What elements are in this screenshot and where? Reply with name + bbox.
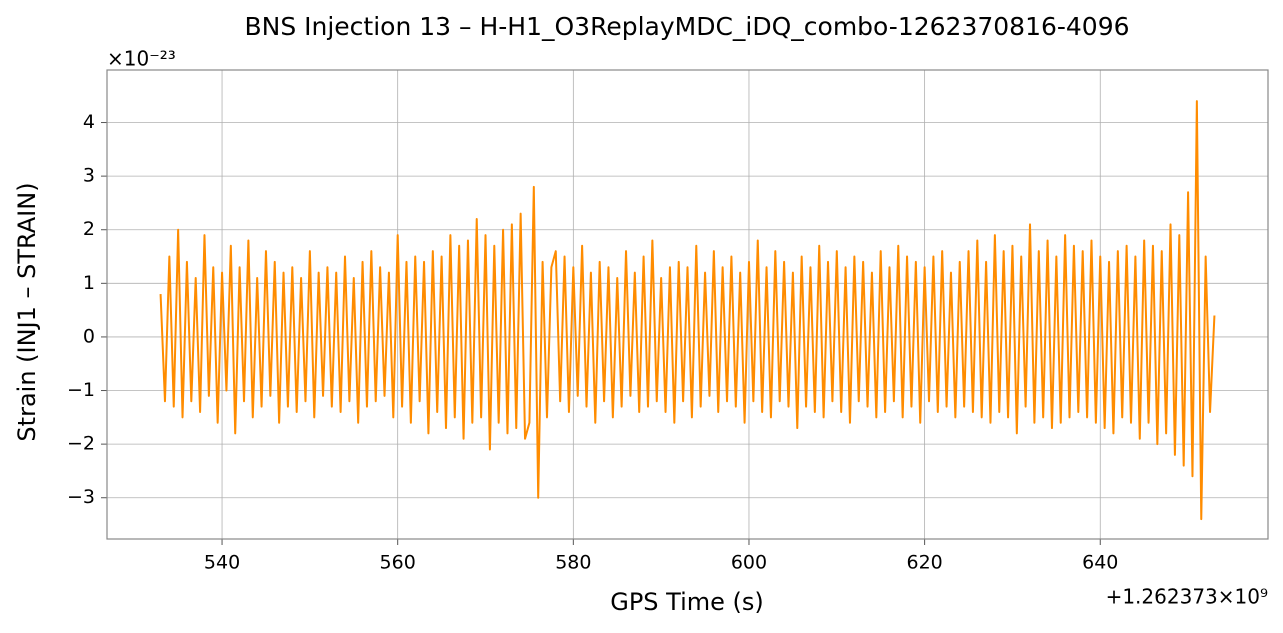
x-tick-label: 620 (906, 552, 942, 574)
x-axis-label: GPS Time (s) (610, 588, 764, 616)
chart-title: BNS Injection 13 – H-H1_O3ReplayMDC_iDQ_… (244, 12, 1129, 41)
x-tick-label: 640 (1082, 552, 1118, 574)
x-tick-label: 600 (731, 552, 767, 574)
y-tick-label: 2 (83, 218, 95, 240)
data-line (159, 100, 1216, 521)
y-axis-label: Strain (INJ1 – STRAIN) (13, 182, 41, 441)
plot-frame (106, 69, 1269, 540)
x-offset-text: +1.262373×10⁹ (1106, 585, 1268, 609)
y-tick-label: 1 (83, 272, 95, 294)
y-tick-label: −3 (67, 486, 95, 508)
x-tick-label: 580 (555, 552, 591, 574)
y-offset-text: ×10⁻²³ (107, 47, 176, 71)
x-tick-label: 540 (204, 552, 240, 574)
x-tick-label: 560 (380, 552, 416, 574)
y-tick-label: −1 (67, 379, 95, 401)
y-tick-label: 0 (83, 325, 95, 347)
y-tick-label: −2 (67, 433, 95, 455)
y-tick-label: 4 (83, 111, 95, 133)
y-tick-label: 3 (83, 165, 95, 187)
